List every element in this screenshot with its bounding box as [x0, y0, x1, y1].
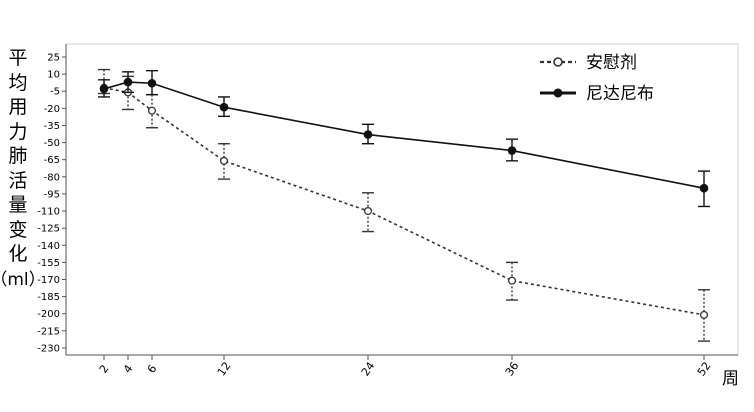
data-point	[123, 77, 133, 87]
x-tick-label: 12	[215, 360, 234, 379]
y-tick-label: -140	[37, 241, 60, 252]
y-axis-ticks: 25 10 -5 -20 -35 -50 -65 -80 -95 -110 -125 -140 -155…	[37, 53, 66, 354]
y-tick-label: -35	[44, 121, 60, 132]
y-tick-label: 10	[47, 70, 60, 81]
data-point	[99, 84, 109, 94]
y-tick-label: -200	[37, 309, 60, 320]
legend-swatch-marker	[553, 88, 563, 98]
series-placebo	[98, 68, 710, 342]
y-tick-label: -215	[37, 326, 60, 337]
y-axis-label-char: 力	[8, 120, 28, 143]
legend-label: 尼达尼布	[586, 84, 654, 104]
data-point	[699, 183, 709, 193]
legend-swatch-marker	[553, 57, 563, 67]
data-point	[219, 156, 229, 165]
y-tick-label: -185	[37, 292, 60, 303]
y-tick-label: -50	[44, 138, 60, 149]
data-point	[363, 130, 373, 139]
x-tick-label: 2	[97, 362, 112, 375]
data-point	[507, 146, 517, 155]
chart-axes	[65, 43, 739, 356]
x-tick-label: 4	[121, 362, 136, 375]
y-axis-label-char: 变	[8, 218, 28, 241]
y-tick-label: -110	[37, 207, 60, 218]
data-point	[363, 206, 373, 216]
y-tick-label: -95	[44, 189, 60, 200]
data-point	[219, 102, 229, 112]
x-axis-unit-label: 周	[722, 369, 739, 389]
y-tick-label: -155	[37, 258, 60, 269]
y-axis-label-char: 活	[8, 169, 28, 192]
y-axis-label-char: 肺	[8, 145, 28, 167]
legend-label: 安慰剂	[586, 53, 637, 73]
y-tick-label: -5	[50, 87, 60, 98]
y-axis-unit: （ml）	[0, 269, 46, 290]
y-tick-label: -170	[37, 275, 60, 286]
y-tick-label: -230	[37, 343, 60, 354]
series-nintedanib	[98, 69, 710, 208]
y-axis-label-char: 化	[8, 243, 28, 265]
y-tick-label: 25	[47, 53, 60, 64]
series-line	[103, 87, 705, 316]
y-axis-label-char: 均	[8, 71, 28, 94]
y-tick-label: -20	[44, 104, 60, 115]
x-tick-label: 52	[695, 360, 714, 379]
x-tick-label: 6	[145, 362, 160, 375]
data-point	[699, 310, 709, 319]
y-tick-label: -125	[37, 224, 60, 235]
series-layer	[98, 68, 710, 342]
x-tick-label: 36	[503, 360, 522, 379]
y-axis-label-text: 平均用力肺活量变化	[8, 46, 27, 267]
y-axis-label-char: 用	[8, 96, 28, 118]
data-point	[147, 106, 157, 115]
y-axis-label-char: 量	[8, 194, 28, 216]
x-tick-label: 24	[359, 360, 378, 379]
x-axis-ticks: 2 4 6 12 24 36 52	[97, 355, 714, 379]
y-tick-label: -65	[44, 155, 60, 166]
data-point	[507, 276, 517, 285]
data-point	[147, 78, 157, 88]
y-tick-label: -80	[44, 172, 60, 183]
y-axis-label-char: 平	[8, 47, 28, 69]
